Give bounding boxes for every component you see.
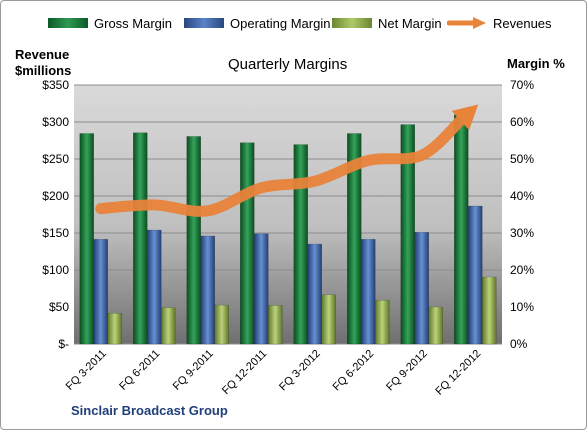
right-tick-label: 30% [510, 226, 534, 240]
bar-net-margin [268, 305, 283, 345]
bars [79, 114, 497, 345]
legend-swatch-gross-margin [48, 18, 88, 28]
left-axis-title: Revenue $millions [15, 47, 72, 78]
left-tick-label: $250 [42, 152, 69, 166]
bar-net-margin [428, 306, 443, 345]
bar-net-margin [161, 307, 176, 345]
bar-operating-margin [93, 239, 108, 345]
bar-net-margin [107, 313, 122, 345]
legend: Gross Margin Operating Margin Net Margin… [1, 12, 586, 34]
bar-operating-margin [361, 239, 376, 345]
chart-title: Quarterly Margins [228, 56, 348, 73]
left-axis-ticks: $- $50 $100 $150 $200 $250 $300 $350 [42, 78, 69, 351]
bar-operating-margin [468, 205, 483, 345]
x-tick-label: FQ 6-2011 [117, 348, 162, 393]
legend-label-gross-margin: Gross Margin [94, 15, 173, 31]
company-footer: Sinclair Broadcast Group [71, 403, 228, 418]
right-axis-title: Margin % [507, 56, 565, 71]
right-tick-label: 10% [510, 300, 534, 314]
left-tick-label: $150 [42, 226, 69, 240]
bar-operating-margin [147, 229, 162, 345]
bar-operating-margin [307, 243, 322, 345]
legend-swatch-net-margin [332, 18, 372, 28]
x-tick-label: FQ 9-2011 [171, 348, 216, 393]
bar-operating-margin [200, 235, 215, 345]
left-tick-label: $350 [42, 78, 69, 92]
legend-item-net-margin: Net Margin [332, 12, 442, 34]
bar-gross-margin [293, 144, 308, 345]
right-tick-label: 60% [510, 115, 534, 129]
legend-item-gross-margin: Gross Margin [48, 12, 172, 34]
revenue-arrowhead [451, 104, 479, 131]
x-tick-label: FQ 12-2011 [220, 348, 269, 397]
legend-label-operating-margin: Operating Margin [230, 15, 331, 31]
left-tick-label: $300 [42, 115, 69, 129]
bar-gross-margin [186, 136, 201, 345]
bar-net-margin [321, 294, 336, 345]
x-axis-labels: FQ 3-2011 FQ 6-2011 FQ 9-2011 FQ 12-2011 FQ … [64, 348, 484, 398]
bar-operating-margin [254, 233, 269, 345]
legend-label-net-margin: Net Margin [378, 15, 442, 31]
x-tick-label: FQ 6-2012 [331, 348, 377, 394]
right-tick-label: 20% [510, 263, 534, 277]
left-tick-label: $200 [42, 189, 69, 203]
legend-label-revenues: Revenues [493, 15, 552, 31]
bar-gross-margin [79, 133, 94, 345]
x-tick-label: FQ 3-2012 [277, 348, 323, 394]
bar-net-margin [214, 304, 229, 345]
x-tick-label: FQ 12-2012 [433, 348, 483, 398]
bar-net-margin [375, 300, 390, 345]
revenue-line [95, 104, 479, 217]
bar-gross-margin [133, 132, 148, 345]
legend-swatch-revenues [447, 17, 487, 29]
left-tick-label: $50 [49, 300, 69, 314]
bar-net-margin [482, 276, 497, 345]
right-axis-ticks: 0% 10% 20% 30% 40% 50% 60% 70% [510, 78, 534, 351]
left-tick-label: $100 [42, 263, 69, 277]
right-tick-label: 50% [510, 152, 534, 166]
bar-gross-margin [240, 142, 255, 345]
legend-item-revenues: Revenues [447, 12, 552, 34]
revenue-line-path [95, 115, 466, 217]
bar-operating-margin [414, 232, 429, 345]
x-tick-label: FQ 9-2012 [384, 348, 430, 394]
left-tick-label: $- [58, 337, 69, 351]
right-tick-label: 70% [510, 78, 534, 92]
right-tick-label: 40% [510, 189, 534, 203]
x-tick-label: FQ 3-2011 [64, 348, 109, 393]
bar-gross-margin [454, 114, 469, 345]
bar-gross-margin [347, 133, 362, 345]
legend-swatch-operating-margin [184, 18, 224, 28]
legend-item-operating-margin: Operating Margin [184, 12, 330, 34]
right-tick-label: 0% [510, 337, 528, 351]
